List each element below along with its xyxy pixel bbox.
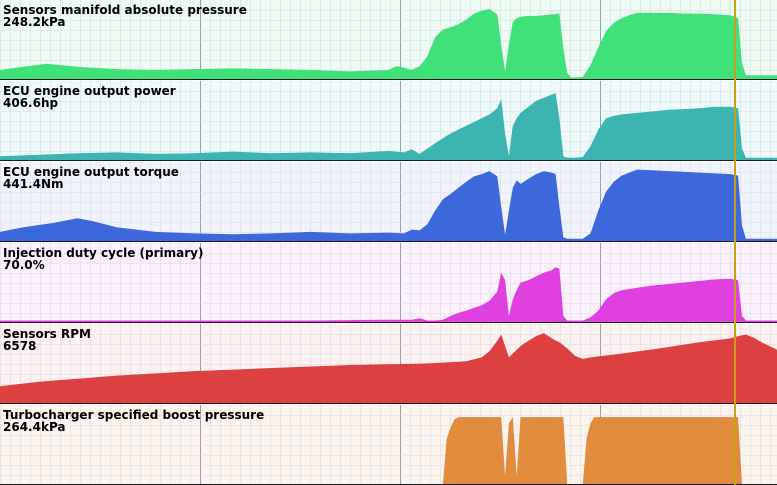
series-area — [0, 93, 777, 160]
chart-readout: 441.4Nm — [3, 177, 64, 191]
chart-readout: 70.0% — [3, 258, 45, 272]
chart-plot-torque — [0, 162, 777, 241]
chart-title: ECU engine output power — [3, 84, 176, 98]
chart-readout: 406.6hp — [3, 96, 59, 110]
time-cursor[interactable] — [734, 0, 736, 485]
chart-plot-injection — [0, 243, 777, 322]
chart-panel-power[interactable]: ECU engine output power 406.6hp — [0, 81, 777, 161]
chart-panel-torque[interactable]: ECU engine output torque 441.4Nm — [0, 162, 777, 242]
chart-plot-boost — [0, 405, 777, 484]
chart-title: Sensors RPM — [3, 327, 91, 341]
chart-title: Sensors manifold absolute pressure — [3, 3, 247, 17]
chart-title: Injection duty cycle (primary) — [3, 246, 204, 260]
chart-readout: 248.2kPa — [3, 15, 66, 29]
chart-plot-map — [0, 0, 777, 79]
series-area — [0, 267, 777, 322]
chart-label-power: ECU engine output power 406.6hp — [3, 85, 176, 109]
chart-panel-map[interactable]: Sensors manifold absolute pressure 248.2… — [0, 0, 777, 80]
chart-label-map: Sensors manifold absolute pressure 248.2… — [3, 4, 247, 28]
chart-panel-injection[interactable]: Injection duty cycle (primary) 70.0% — [0, 243, 777, 323]
chart-title: ECU engine output torque — [3, 165, 179, 179]
series-area — [0, 169, 777, 241]
chart-label-torque: ECU engine output torque 441.4Nm — [3, 166, 179, 190]
chart-panel-boost[interactable]: Turbocharger specified boost pressure 26… — [0, 405, 777, 485]
chart-readout: 264.4kPa — [3, 420, 66, 434]
chart-label-boost: Turbocharger specified boost pressure 26… — [3, 409, 264, 433]
chart-plot-power — [0, 81, 777, 160]
series-area — [0, 9, 777, 79]
chart-plot-rpm — [0, 324, 777, 403]
series-area — [0, 333, 777, 403]
chart-readout: 6578 — [3, 339, 37, 353]
chart-label-injection: Injection duty cycle (primary) 70.0% — [3, 247, 203, 271]
chart-title: Turbocharger specified boost pressure — [3, 408, 265, 422]
chart-panel-rpm[interactable]: Sensors RPM 6578 — [0, 324, 777, 404]
chart-label-rpm: Sensors RPM 6578 — [3, 328, 91, 352]
series-area — [0, 417, 777, 484]
